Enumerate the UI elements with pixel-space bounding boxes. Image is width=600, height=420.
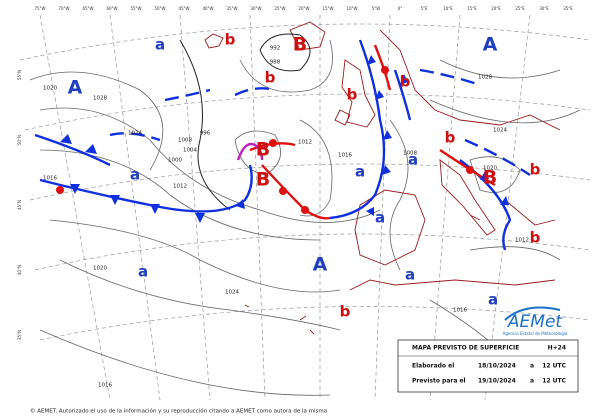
low-pressure-label: b [265,69,276,87]
high-pressure-label: A [68,77,83,99]
low-pressure-label: B [256,139,270,161]
longitude-label: 60°W [106,6,117,11]
low-pressure-label: b [445,129,456,147]
isobar-label: 1012 [515,238,529,244]
logo-subtitle: Agencia Estatal de Meteorología [503,331,568,336]
longitude-label: 25°E [515,6,525,11]
longitude-label: 35°W [226,6,237,11]
isobar-label: 992 [270,46,281,52]
info-row-date: 18/10/2024 [478,363,516,370]
info-row-sep: a [530,363,534,370]
isobar-label: 1016 [98,383,112,389]
isobar-label: 1008 [178,138,192,144]
isobar-label: 1020 [93,266,107,272]
longitude-label: 5°E [420,6,428,11]
longitude-label: 15°E [467,6,477,11]
isobar-label: 1016 [453,308,467,314]
info-row-label: Previsto para el [412,378,466,385]
info-step: H+24 [548,345,566,352]
high-pressure-label: A [313,254,328,276]
isobar-label: 1000 [168,158,182,164]
high-pressure-label: a [375,209,385,227]
isobar-label: 1016 [43,176,57,182]
low-pressure-label: B [256,169,270,191]
isobar-label: 1012 [298,140,312,146]
high-pressure-label: a [405,266,415,284]
isobar-label: 1016 [338,153,352,159]
latitude-label: 55°N [17,70,22,80]
low-pressure-label: b [347,86,358,104]
low-pressure-label: b [225,31,236,49]
longitude-label: 0° [398,6,403,11]
isobar-label: 1024 [493,128,507,134]
isobar-label: 996 [200,131,211,137]
info-row-time: 12 UTC [542,378,566,385]
longitude-label: 35°E [563,6,573,11]
low-pressure-label: b [400,73,411,91]
longitude-label: 20°E [491,6,501,11]
copyright: © AEMET. Autorizado el uso de la informa… [30,408,327,415]
low-pressure-label: B [483,167,497,189]
isobar-label: 1028 [93,96,107,102]
longitude-label: 15°W [322,6,333,11]
info-row-date: 19/10/2024 [478,378,516,385]
isobar-label: 1012 [173,184,187,190]
latitude-label: 45°N [17,200,22,210]
longitude-label: 65°W [82,6,93,11]
info-box [397,339,579,393]
info-row-label: Elaborado el [412,363,454,370]
high-pressure-label: a [130,166,140,184]
isobar-label: 988 [270,60,281,66]
high-pressure-label: a [155,36,165,54]
high-pressure-label: a [408,151,418,169]
high-pressure-label: A [483,34,498,56]
longitude-label: 40°W [202,6,213,11]
longitude-label: 25°W [274,6,285,11]
latitude-label: 35°N [17,330,22,340]
low-pressure-label: b [340,303,351,321]
longitude-label: 75°W [34,6,45,11]
longitude-label: 10°E [443,6,453,11]
isobar-label: 1004 [183,148,197,154]
info-row-sep: a [530,378,534,385]
longitude-label: 30°E [539,6,549,11]
longitude-label: 50°W [154,6,165,11]
longitude-label: 30°W [250,6,261,11]
logo-name: AEMet [507,312,563,332]
coastlines [204,21,561,335]
low-pressure-label: B [293,34,307,56]
logo-swoosh [504,306,561,321]
isobar-label: 1028 [478,75,492,81]
fronts [34,39,531,251]
high-pressure-label: a [355,163,365,181]
longitude-label: 55°W [130,6,141,11]
longitude-label: 70°W [58,6,69,11]
isobar-label: 1024 [128,131,142,137]
isobar-label: 1020 [43,86,57,92]
longitude-label: 45°W [178,6,189,11]
longitude-label: 5°W [372,6,381,11]
latitude-label: 50°N [17,135,22,145]
info-row-time: 12 UTC [542,363,566,370]
isobar-label: 1024 [225,290,239,296]
low-pressure-label: b [530,161,541,179]
longitude-label: 20°W [298,6,309,11]
isobar-label: 1020 [483,166,497,172]
isobar-label: 1008 [403,151,417,157]
latitude-label: 40°N [17,265,22,275]
high-pressure-label: a [488,291,498,309]
info-title: MAPA PREVISTO DE SUPERFICIE [412,345,519,352]
longitude-label: 10°W [346,6,357,11]
high-pressure-label: a [138,263,148,281]
low-pressure-label: b [530,229,541,247]
